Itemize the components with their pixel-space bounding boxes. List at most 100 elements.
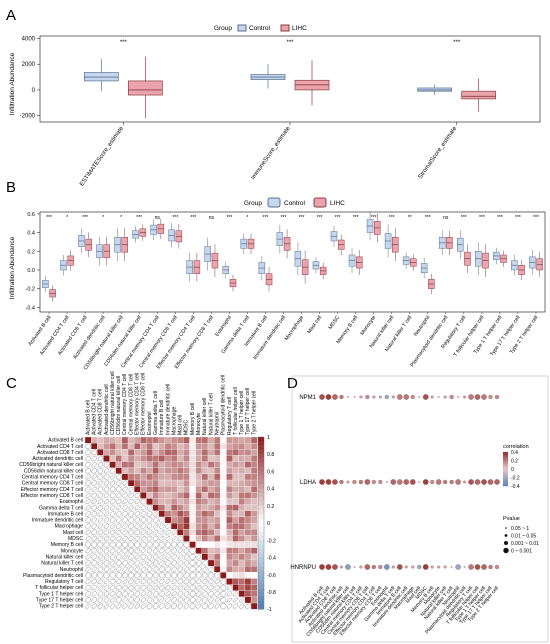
colorbar-segment xyxy=(258,462,264,468)
heatmap-cell-lower xyxy=(164,584,172,591)
heatmap-cell xyxy=(220,572,227,579)
heatmap-ellipse xyxy=(97,505,103,511)
heatmap-ellipse xyxy=(165,536,171,541)
dot-mark xyxy=(409,479,416,485)
heatmap-col-label: Activated CD8 T cell xyxy=(98,389,104,435)
heatmap-col-label: Macrophage xyxy=(171,407,177,435)
heatmap-cell xyxy=(177,479,184,487)
heatmap-ellipse xyxy=(122,505,128,511)
colorbar-frame xyxy=(257,436,265,610)
heatmap-cell xyxy=(244,590,252,598)
heatmap-cell-lower xyxy=(214,572,221,579)
heatmap-cell xyxy=(238,547,246,554)
dot-mark xyxy=(332,479,338,485)
heatmap-cell xyxy=(177,510,184,518)
dot-mark xyxy=(488,394,493,400)
heatmap-row-label: Plasmacytoid dendritic cell xyxy=(23,573,83,579)
heatmap-ellipse xyxy=(196,603,202,609)
heatmap-cell xyxy=(195,516,202,524)
heatmap-cell xyxy=(226,578,233,585)
heatmap-ellipse xyxy=(146,572,153,579)
heatmap-ellipse xyxy=(171,566,177,572)
heatmap-cell xyxy=(250,461,258,468)
heatmap-cell xyxy=(158,436,166,444)
heatmap-cell xyxy=(214,436,221,444)
heatmap-cell xyxy=(183,504,190,511)
heatmap-cell-lower xyxy=(84,584,92,591)
heatmap-ellipse xyxy=(103,474,110,480)
heatmap-ellipse xyxy=(183,541,190,548)
heatmap-cell-lower xyxy=(226,596,233,604)
heatmap-cell-lower xyxy=(103,473,110,481)
heatmap-cell-lower xyxy=(146,566,153,573)
heatmap-ellipse xyxy=(97,603,103,609)
heatmap-cell xyxy=(115,436,123,444)
heatmap-col-label: Natural killer cell xyxy=(202,398,208,435)
significance-b: *** xyxy=(479,215,485,221)
heatmap-cell-lower xyxy=(146,602,153,610)
heatmap-ellipse xyxy=(159,554,165,560)
heatmap-cell xyxy=(189,535,196,542)
heatmap-cell xyxy=(238,541,246,548)
heatmap-cell-lower xyxy=(84,492,92,499)
heatmap-cell-lower xyxy=(220,578,227,585)
colorbar-segment xyxy=(258,557,264,563)
heatmap-cell xyxy=(146,492,153,499)
heatmap-cell-lower xyxy=(195,590,202,598)
dot-mark xyxy=(494,479,500,485)
heatmap-ellipse xyxy=(85,560,91,566)
heatmap-cell xyxy=(183,461,190,468)
heatmap-cell xyxy=(121,436,129,444)
heatmap-cell xyxy=(214,559,221,567)
heatmap-cell-lower xyxy=(177,553,184,561)
heatmap-ellipse xyxy=(134,541,141,548)
heatmap-ellipse xyxy=(165,554,171,560)
heatmap-cell xyxy=(244,486,252,493)
heatmap-cell xyxy=(140,449,147,456)
heatmap-ellipse xyxy=(159,548,165,554)
heatmap-cell xyxy=(250,584,258,591)
colorbar-segment xyxy=(258,531,264,537)
heatmap-cell xyxy=(201,461,209,468)
heatmap-col-label: Memory B cell xyxy=(190,403,196,435)
box-b-control xyxy=(204,237,211,271)
heatmap-cell-lower xyxy=(121,566,129,573)
heatmap-cell xyxy=(127,473,135,481)
heatmap-cell-lower xyxy=(84,559,92,567)
heatmap-cell-lower xyxy=(201,584,209,591)
heatmap-row-label: Memory B cell xyxy=(51,542,83,548)
heatmap-cell-lower xyxy=(127,541,135,548)
heatmap-cell xyxy=(220,535,227,542)
legend-label-lihc-b: LIHC xyxy=(330,200,345,207)
heatmap-cell xyxy=(121,467,129,475)
heatmap-cell xyxy=(134,473,141,481)
dot-mark xyxy=(319,394,325,400)
heatmap-cell-lower xyxy=(189,602,196,610)
heatmap-cell-lower xyxy=(140,510,147,518)
heatmap-cell-lower xyxy=(226,584,233,591)
heatmap-cell-lower xyxy=(195,559,202,567)
heatmap-cell xyxy=(146,443,153,450)
heatmap-cell xyxy=(103,455,110,462)
box-b-lihc xyxy=(139,224,147,241)
heatmap-ellipse xyxy=(122,536,128,541)
heatmap-cell-lower xyxy=(152,602,159,610)
dot-mark xyxy=(353,396,356,398)
heatmap-ellipse xyxy=(128,591,134,597)
heatmap-ellipse xyxy=(97,554,103,560)
heatmap-cell-lower xyxy=(103,572,110,579)
legend-color-segment xyxy=(503,457,508,459)
heatmap-ellipse xyxy=(140,505,146,511)
heatmap-ellipse xyxy=(98,499,103,504)
heatmap-cell-lower xyxy=(140,572,147,579)
heatmap-ellipse xyxy=(122,486,128,492)
legend-color-segment xyxy=(503,460,508,463)
box-b-lihc xyxy=(410,254,417,271)
heatmap-cell xyxy=(134,455,141,462)
heatmap-ellipse xyxy=(97,591,103,597)
heatmap-cell-lower xyxy=(91,578,98,585)
heatmap-ellipse xyxy=(116,566,122,572)
heatmap-cell-lower xyxy=(177,590,184,598)
heatmap-cell xyxy=(250,559,258,567)
heatmap-row-label: Mast cell xyxy=(63,530,83,536)
